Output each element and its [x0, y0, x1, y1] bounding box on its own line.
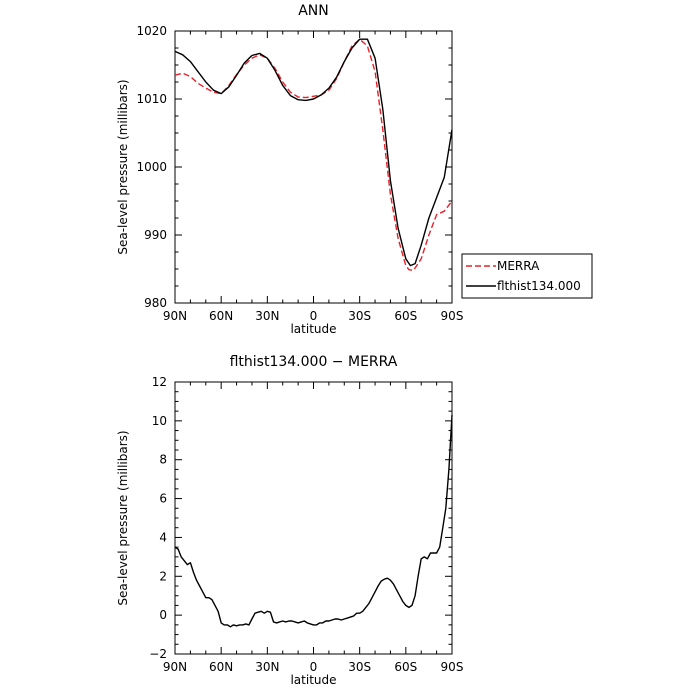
- x-tick-label: 60N: [209, 309, 233, 323]
- plot-frame: [174, 381, 453, 655]
- x-tick-label: 90N: [163, 660, 187, 674]
- x-tick-label: 30N: [255, 309, 279, 323]
- y-axis-title: Sea-level pressure (millibars): [116, 430, 130, 605]
- x-tick-label: 60N: [209, 660, 233, 674]
- x-axis-title: latitude: [290, 673, 336, 687]
- y-tick-label: 6: [159, 492, 167, 506]
- chart-title: flthist134.000 − MERRA: [230, 354, 398, 370]
- legend-label: flthist134.000: [497, 279, 581, 293]
- series-line-flthist134-000: [174, 38, 453, 267]
- chart-title: ANN: [298, 3, 329, 19]
- x-tick-label: 90S: [441, 309, 464, 323]
- x-tick-label: 30S: [348, 660, 371, 674]
- x-axis-title: latitude: [290, 322, 336, 336]
- x-tick-label: 30S: [348, 309, 371, 323]
- x-tick-label: 90N: [163, 309, 187, 323]
- series-line-merra: [174, 38, 453, 272]
- series-line-difference: [174, 414, 453, 628]
- y-tick-label: 2: [159, 569, 167, 583]
- y-tick-label: 990: [144, 228, 167, 242]
- y-tick-label: 0: [159, 608, 167, 622]
- x-tick-label: 30N: [255, 660, 279, 674]
- y-tick-label: 980: [144, 296, 167, 310]
- y-tick-label: 10: [152, 414, 167, 428]
- x-tick-label: 0: [310, 309, 318, 323]
- y-tick-label: 8: [159, 453, 167, 467]
- y-tick-label: 12: [152, 375, 167, 389]
- x-tick-label: 60S: [394, 660, 417, 674]
- x-tick-label: 0: [310, 660, 318, 674]
- y-tick-label: 1020: [136, 24, 167, 38]
- y-tick-label: 4: [159, 530, 167, 544]
- plot-frame: [174, 30, 453, 304]
- y-tick-label: 1000: [136, 160, 167, 174]
- y-tick-label: 1010: [136, 92, 167, 106]
- x-tick-label: 60S: [394, 309, 417, 323]
- legend-box: [461, 253, 593, 299]
- x-tick-label: 90S: [441, 660, 464, 674]
- y-tick-label: −2: [149, 647, 167, 661]
- y-axis-title: Sea-level pressure (millibars): [116, 79, 130, 254]
- legend-label: MERRA: [497, 259, 540, 273]
